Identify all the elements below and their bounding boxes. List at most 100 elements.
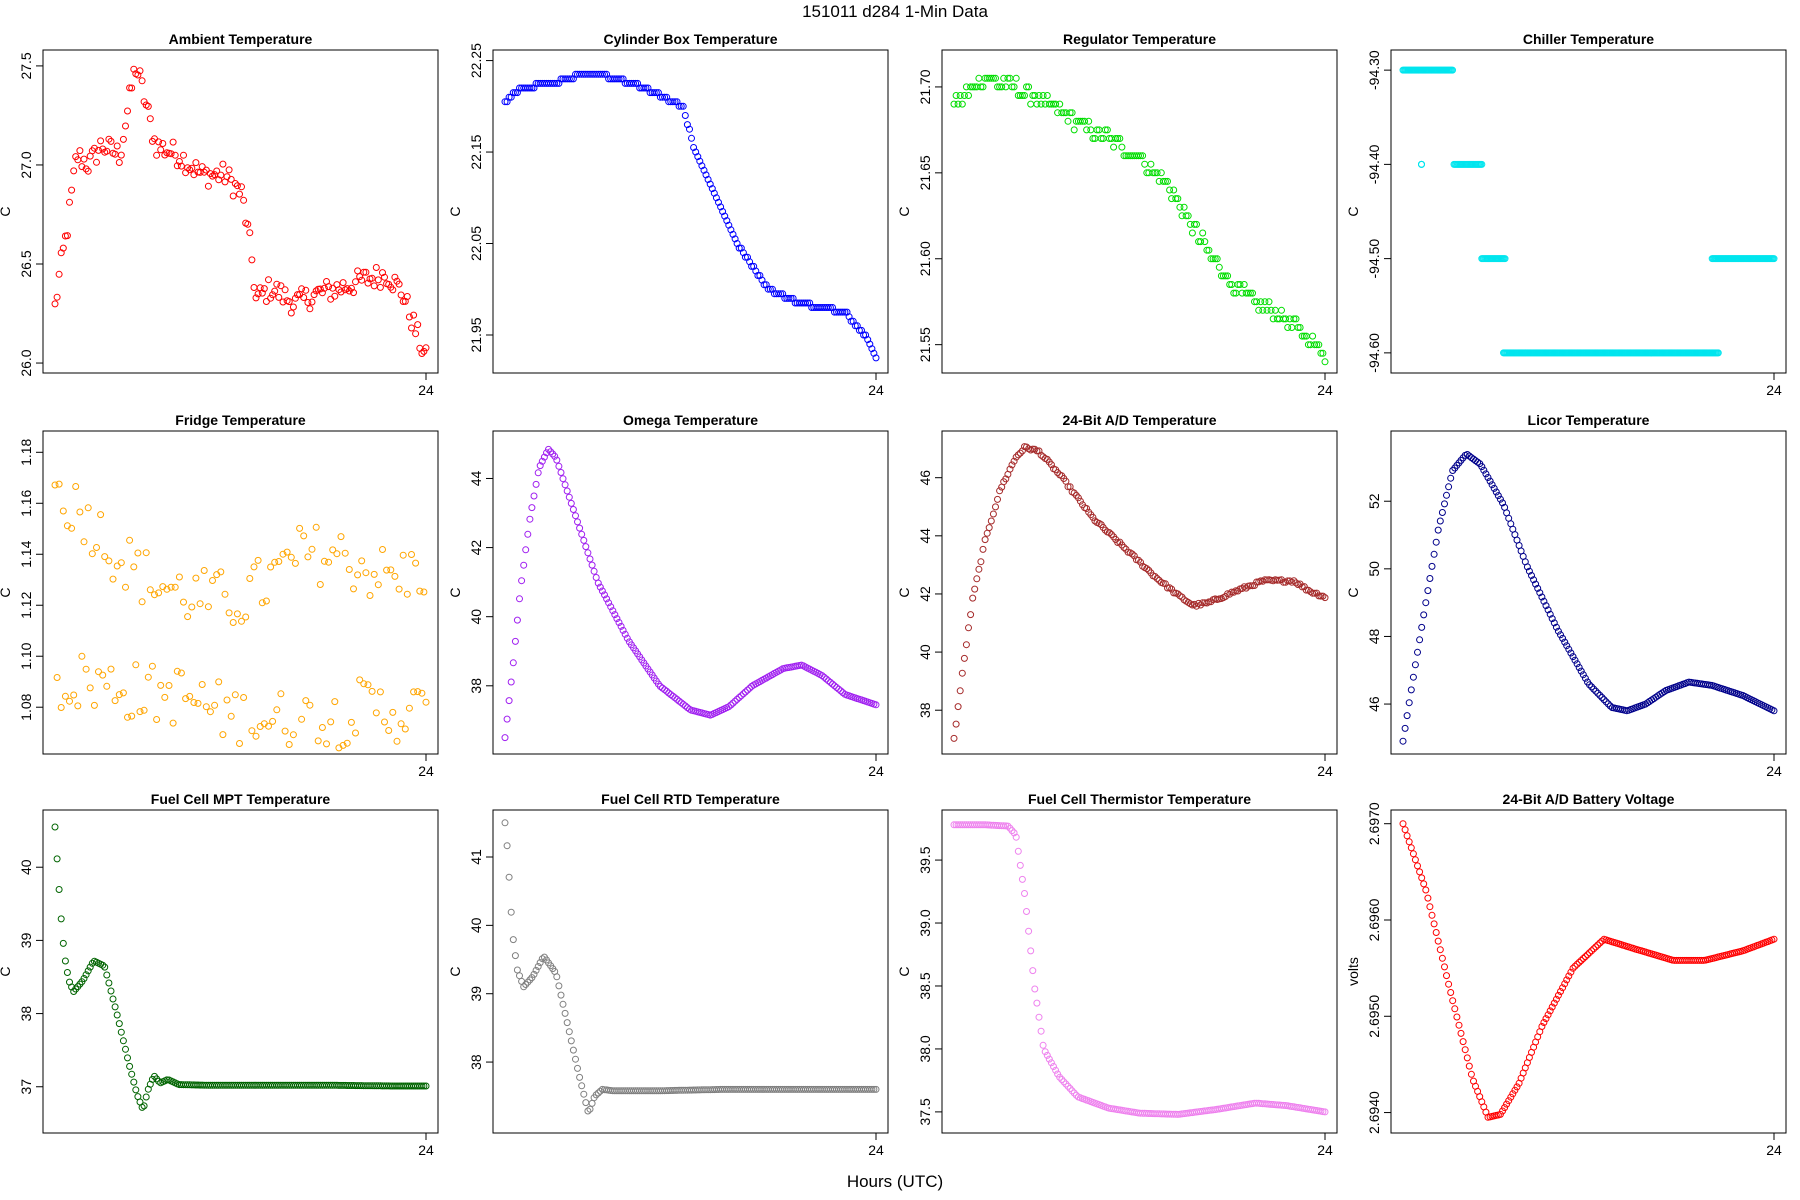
data-point	[117, 1028, 125, 1036]
data-point	[766, 285, 774, 293]
data-point	[996, 487, 1004, 495]
data-point	[1432, 538, 1440, 546]
data-point	[748, 262, 756, 270]
y-tick-label: 38.5	[917, 972, 933, 999]
panel-title: Fridge Temperature	[175, 412, 306, 428]
data-point	[574, 1064, 581, 1072]
data-point	[1592, 687, 1600, 695]
data-point	[1120, 544, 1128, 551]
data-point	[572, 512, 579, 520]
data-point	[1226, 281, 1234, 288]
data-point	[518, 577, 526, 585]
data-point	[831, 682, 838, 690]
data-point	[333, 550, 341, 558]
data-point	[320, 557, 328, 565]
data-point	[180, 598, 187, 606]
data-point	[294, 291, 301, 299]
data-point	[729, 699, 737, 707]
data-point	[1584, 951, 1591, 959]
data-point	[1180, 203, 1188, 211]
data-point	[952, 720, 960, 728]
data-point	[161, 693, 169, 701]
data-point	[320, 284, 328, 292]
data-point	[184, 164, 192, 172]
data-point	[1197, 238, 1205, 246]
data-point	[126, 536, 134, 544]
data-point	[204, 603, 212, 611]
data-point	[640, 84, 648, 92]
data-point	[279, 298, 287, 306]
data-point	[329, 284, 337, 292]
data-point	[1027, 100, 1035, 108]
data-point	[192, 159, 200, 167]
data-point	[1070, 126, 1078, 134]
data-point	[1288, 324, 1296, 331]
data-point	[202, 703, 210, 711]
data-point	[1577, 667, 1585, 675]
data-point	[1407, 844, 1415, 852]
data-point	[1068, 1087, 1076, 1095]
data-point	[1070, 1089, 1078, 1097]
data-point	[688, 134, 695, 142]
data-point	[1135, 556, 1142, 564]
data-point	[277, 282, 285, 290]
data-point	[111, 1003, 119, 1011]
data-point	[414, 688, 422, 696]
data-point	[103, 682, 111, 690]
data-point	[55, 270, 63, 278]
data-point	[1311, 341, 1319, 349]
data-point	[965, 624, 972, 632]
data-point	[267, 563, 275, 571]
data-point	[567, 75, 575, 83]
data-point	[316, 581, 324, 588]
data-point	[989, 510, 997, 518]
data-point	[136, 67, 144, 75]
data-point	[169, 138, 177, 146]
data-point	[764, 285, 772, 293]
data-point	[1008, 461, 1016, 469]
data-point	[698, 162, 706, 170]
data-point	[584, 1107, 592, 1115]
data-point	[1130, 552, 1138, 560]
y-tick-label: 2.6960	[1366, 898, 1382, 941]
data-point	[368, 274, 376, 282]
data-point	[1586, 949, 1593, 957]
data-point	[582, 543, 590, 551]
data-point	[565, 75, 573, 83]
data-series	[1399, 820, 1778, 1121]
data-point	[1047, 461, 1055, 469]
data-point	[229, 619, 237, 626]
data-point	[1215, 263, 1223, 271]
data-point	[690, 144, 698, 151]
data-point	[752, 267, 760, 275]
y-tick-label: -94.60	[1366, 333, 1382, 373]
data-point	[731, 235, 739, 243]
data-point	[352, 729, 359, 737]
panel-12: 24-Bit A/D Battery Voltage 2.6940 2.6950 2.…	[1345, 791, 1787, 1158]
data-point	[1484, 474, 1492, 481]
data-point	[1083, 505, 1091, 512]
data-point	[642, 84, 650, 92]
data-point	[598, 587, 606, 595]
data-point	[422, 344, 430, 352]
data-point	[526, 976, 534, 984]
data-point	[219, 160, 227, 168]
data-point	[1172, 195, 1180, 203]
data-point	[109, 575, 117, 583]
data-point	[103, 971, 111, 979]
panel-grid: Ambient Temperature26.026.527.027.5C24Cy…	[0, 31, 1787, 1158]
data-point	[505, 697, 513, 705]
data-point	[1105, 529, 1113, 537]
data-point	[202, 166, 210, 174]
data-point	[839, 308, 847, 316]
data-point	[706, 180, 714, 188]
data-point	[1033, 999, 1041, 1007]
y-tick-label: 37	[18, 1079, 34, 1095]
data-point	[1226, 590, 1234, 598]
data-series	[501, 819, 880, 1115]
data-point	[161, 151, 169, 159]
data-point	[194, 699, 202, 707]
data-point	[362, 268, 370, 276]
data-point	[1540, 1019, 1548, 1026]
y-tick-label: 2.6950	[1366, 995, 1382, 1038]
